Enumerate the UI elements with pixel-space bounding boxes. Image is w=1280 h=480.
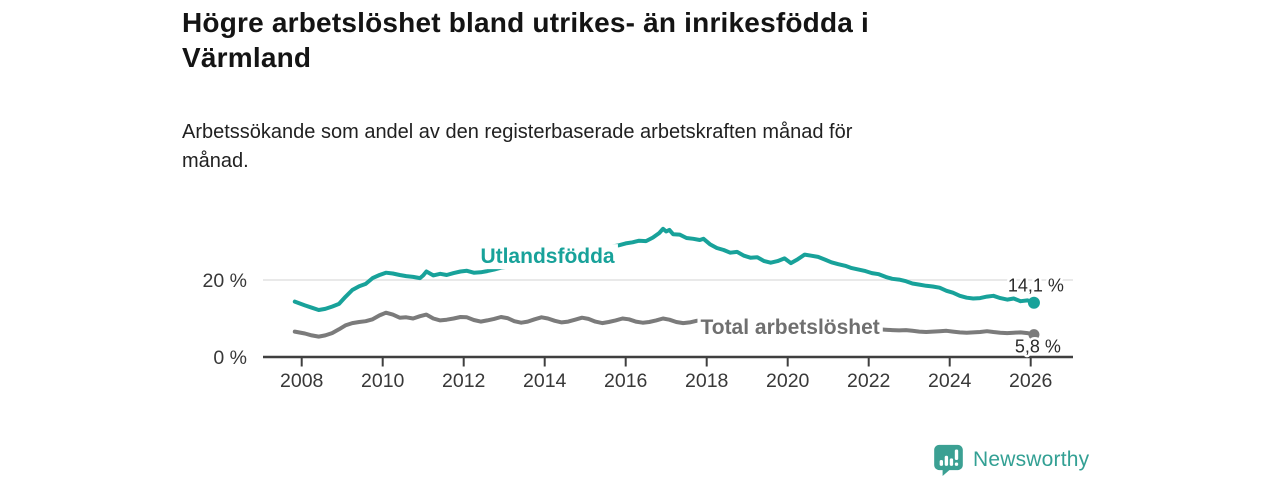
chart-title: Högre arbetslöshet bland utrikes- än inr… [182,7,870,73]
series-label-0: Utlandsfödda [480,245,614,268]
series-end-dot-1 [1028,329,1040,341]
series-end-label-1: 5,8 % [1015,337,1061,357]
series-label-bg-1 [697,314,883,340]
series-end-label-0: 14,1 % [1008,276,1064,296]
x-tick-label-2014: 2014 [523,370,567,392]
x-tick-label-2024: 2024 [928,370,972,392]
newsworthy-logo-icon [934,444,963,476]
y-tick-label-20: 20 % [203,270,247,292]
x-tick-label-2016: 2016 [604,370,647,392]
chart-subtitle: Arbetssökande som andel av den registerb… [182,121,853,172]
series-line-0 [292,226,1036,312]
newsworthy-brand[interactable]: Newsworthy [933,444,1089,476]
x-tick-label-2012: 2012 [442,370,485,392]
x-tick-label-2018: 2018 [685,370,728,392]
x-tick-label-2022: 2022 [847,370,890,392]
series-label-1: Total arbetslöshet [700,316,879,339]
series-line-1 [292,310,1036,339]
x-tick-label-2010: 2010 [361,370,405,392]
x-tick-label-2026: 2026 [1009,370,1052,392]
series-label-bg-0 [477,244,618,270]
x-tick-label-2020: 2020 [766,370,810,392]
series-end-dot-0 [1027,296,1040,309]
newsworthy-brand-name: Newsworthy [973,448,1090,471]
x-tick-label-2008: 2008 [280,370,323,392]
y-tick-label-0: 0 % [213,347,247,369]
